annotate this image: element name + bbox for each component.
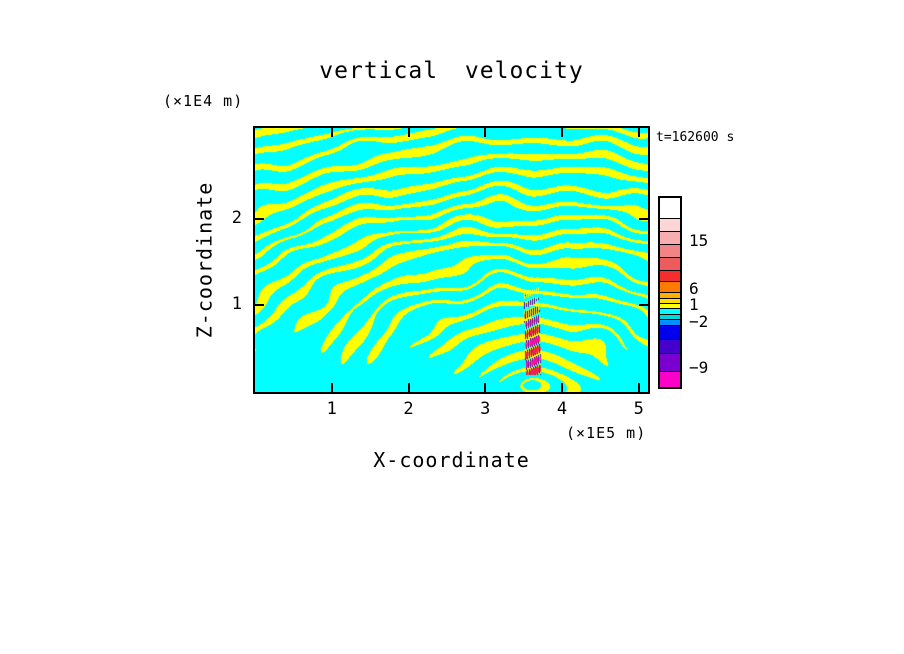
y-axis-tick [639, 217, 648, 220]
x-axis-unit: (×1E5 m) [566, 424, 647, 442]
colorbar-segment [660, 308, 680, 314]
colorbar-segment [660, 353, 680, 371]
colorbar-label: 6 [689, 278, 699, 298]
colorbar-segment [660, 339, 680, 353]
colorbar-labels: 15 6 1 −2 −9 [689, 0, 735, 654]
colorbar-segment [660, 298, 680, 303]
x-axis-tick [407, 383, 410, 392]
colorbar-segment [660, 244, 680, 257]
y-axis-unit: (×1E4 m) [163, 92, 244, 110]
x-tick-labels: 1 2 3 4 5 [255, 399, 648, 421]
x-axis-tick [561, 128, 564, 137]
colorbar [658, 196, 682, 389]
colorbar-segment [660, 325, 680, 339]
colorbar-segment [660, 257, 680, 270]
colorbar-segment [660, 270, 680, 281]
colorbar-label: −9 [689, 357, 709, 377]
colorbar-segment [660, 198, 680, 218]
y-axis-tick [255, 217, 264, 220]
x-axis-tick [330, 383, 333, 392]
y-axis-title-text: Z-coordinate [192, 181, 216, 339]
colorbar-segment [660, 292, 680, 298]
colorbar-segment [660, 303, 680, 308]
plot-area [253, 126, 650, 394]
x-tick-label: 4 [556, 399, 568, 419]
y-axis-tick [255, 304, 264, 307]
x-tick-label: 3 [480, 399, 491, 419]
x-axis-tick [561, 383, 564, 392]
x-axis-tick [330, 128, 333, 137]
y-axis-tick [639, 304, 648, 307]
colorbar-segment [660, 371, 680, 387]
x-axis-tick [637, 128, 640, 137]
colorbar-label: 15 [689, 230, 709, 250]
colorbar-label: 1 [689, 294, 699, 314]
x-axis-tick [484, 128, 487, 137]
y-tick-label: 1 [231, 294, 242, 315]
colorbar-segment [660, 314, 680, 319]
timestamp-label: t=162600 s [656, 130, 735, 145]
x-axis-tick [484, 383, 487, 392]
colorbar-segment [660, 281, 680, 292]
velocity-field-canvas [255, 128, 648, 392]
y-tick-label: 2 [231, 207, 242, 228]
colorbar-segment [660, 319, 680, 325]
colorbar-segment [660, 231, 680, 244]
colorbar-label: −2 [689, 312, 709, 331]
chart-title: vertical velocity [319, 58, 584, 84]
colorbar-segment [660, 218, 680, 231]
x-tick-label: 1 [326, 399, 337, 419]
x-axis-title: X-coordinate [373, 448, 530, 472]
x-tick-label: 5 [633, 399, 644, 419]
x-axis-tick [637, 383, 640, 392]
x-axis-tick [407, 128, 410, 137]
x-tick-label: 2 [403, 399, 414, 419]
